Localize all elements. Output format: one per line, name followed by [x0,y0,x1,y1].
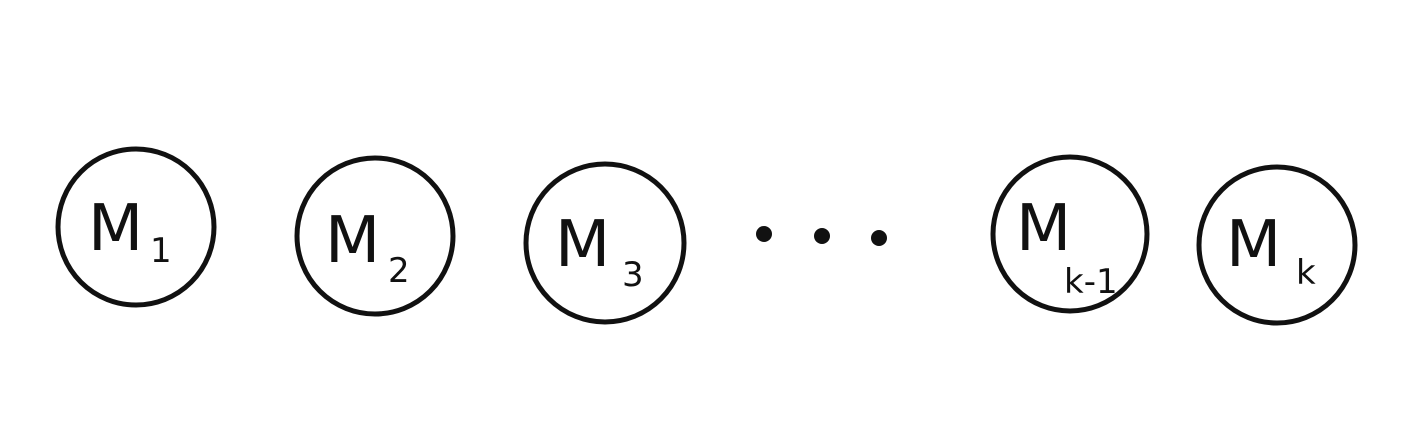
node-m2-subscript: 2 [388,251,410,291]
node-m1-label: M [88,192,143,266]
node-mk-circle [1196,164,1358,326]
node-m2: M 2 [294,155,456,317]
ellipsis-dot-3 [871,230,887,246]
node-mk-1: M k-1 [990,154,1150,314]
node-m1-subscript: 1 [150,231,172,271]
node-m1-circle [55,146,217,308]
node-mk-1-circle [990,154,1150,314]
node-mk: M k [1196,164,1358,326]
node-m3-circle [523,161,687,325]
node-m3-subscript: 3 [622,255,644,295]
node-mk-subscript: k [1296,253,1316,293]
ellipsis-dot-2 [814,228,830,244]
node-m3-label: M [555,208,610,282]
ellipsis [756,226,887,246]
node-mk-1-label: M [1016,192,1071,266]
node-mk-1-subscript: k-1 [1064,262,1118,302]
node-m2-label: M [325,204,380,278]
node-mk-label: M [1226,208,1281,282]
node-m3: M 3 [523,161,687,325]
ellipsis-dot-1 [756,226,772,242]
node-m1: M 1 [55,146,217,308]
node-m2-circle [294,155,456,317]
